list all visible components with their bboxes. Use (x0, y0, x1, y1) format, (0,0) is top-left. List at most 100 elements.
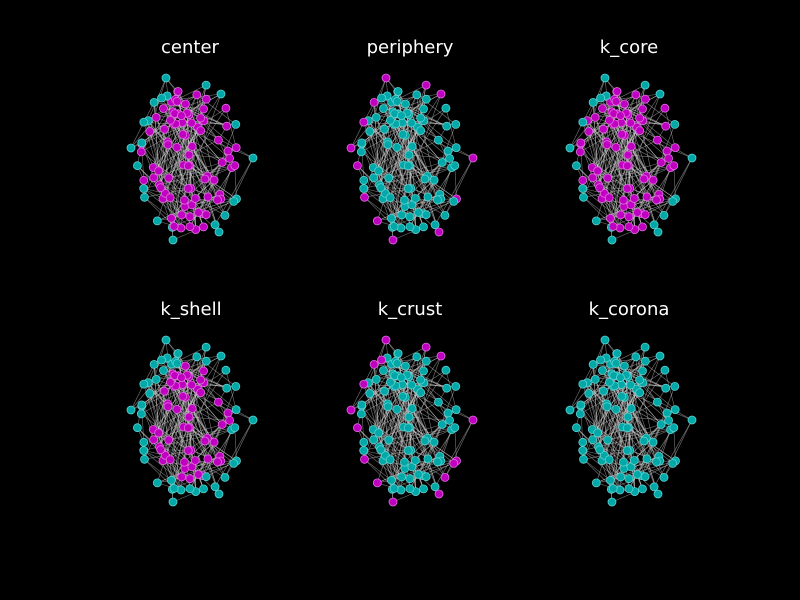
graph-node (201, 472, 211, 482)
graph-node (396, 373, 406, 383)
graph-node (374, 166, 384, 176)
graph-edge (187, 165, 207, 215)
graph-node-in-set (185, 212, 195, 222)
graph-edge (406, 93, 442, 114)
graph-edge (162, 198, 182, 229)
graph-node (588, 98, 598, 107)
graph-edge (390, 120, 426, 180)
graph-edge (621, 396, 623, 428)
panel-title-k-shell: k_shell (160, 299, 221, 320)
graph-edge (182, 384, 220, 495)
graph-node (151, 374, 161, 384)
graph-node (365, 127, 375, 136)
graph-node-in-set (626, 142, 636, 151)
graph-node-in-set (664, 153, 673, 163)
graph-edge (612, 386, 693, 421)
graph-edge (160, 187, 189, 189)
graph-edge (160, 355, 222, 450)
graph-node (407, 380, 417, 390)
graph-edge (191, 346, 207, 386)
graph-edge (422, 162, 443, 214)
graph-node-in-set (178, 129, 188, 139)
graph-node (622, 423, 632, 433)
graph-node-in-set (190, 194, 200, 203)
graph-edge (382, 198, 402, 229)
graph-edge (641, 424, 662, 476)
graph-node-in-set (222, 121, 232, 131)
graph-node (419, 366, 428, 376)
graph-node-in-set (640, 94, 650, 104)
graph-edge (407, 370, 447, 428)
graph-edge (407, 427, 427, 477)
graph-node-in-set (149, 435, 159, 445)
graph-node (443, 146, 453, 156)
graph-node (403, 423, 413, 433)
graph-edge (625, 93, 661, 114)
graph-node-in-set (166, 213, 176, 223)
graph-node-in-set (359, 379, 369, 389)
graph-node-in-set (388, 235, 398, 245)
graph-edge (580, 413, 628, 451)
graph-node (400, 361, 410, 371)
graph-node (126, 143, 136, 153)
graph-node (379, 386, 389, 396)
graph-node (565, 143, 575, 153)
graph-edge (380, 449, 409, 451)
graph-node-in-set (209, 437, 219, 447)
graph-node (371, 113, 381, 122)
graph-node-in-set (624, 222, 634, 232)
graph-node-in-set (648, 175, 658, 185)
graph-node (664, 415, 673, 425)
graph-node (152, 216, 162, 226)
graph-node (433, 195, 442, 205)
graph-node (421, 472, 431, 482)
graph-edge (130, 383, 145, 411)
graph-edge (195, 460, 226, 478)
graph-node (420, 174, 430, 184)
graph-edge (636, 388, 693, 421)
graph-edge (188, 416, 220, 495)
graph-node (384, 435, 394, 445)
graph-edge (642, 120, 676, 148)
graph-edge (159, 135, 186, 185)
graph-node-in-set (635, 126, 645, 136)
graph-edge (191, 84, 207, 124)
graph-node-in-set (196, 375, 206, 385)
graph-node-in-set (635, 113, 644, 123)
graph-node (590, 374, 600, 384)
graph-edge (612, 124, 693, 159)
graph-node (139, 437, 149, 447)
graph-node (214, 489, 224, 499)
graph-node (661, 383, 671, 393)
graph-edge (630, 346, 646, 386)
network-graph-k-crust (346, 335, 478, 507)
graph-edge (627, 401, 658, 418)
graph-edge (234, 165, 237, 199)
graph-edge (363, 450, 411, 489)
graph-node (168, 235, 178, 245)
graph-node (359, 446, 369, 455)
graph-node (397, 210, 407, 220)
graph-node-in-set (217, 158, 227, 167)
graph-node (389, 221, 399, 231)
graph-node-in-set (173, 87, 183, 96)
graph-node (578, 379, 588, 389)
graph-node (149, 98, 159, 107)
graph-edge (612, 426, 623, 489)
graph-node (248, 415, 258, 425)
graph-edge (396, 356, 418, 410)
graph-node-in-set (221, 103, 231, 113)
graph-node (443, 408, 453, 418)
graph-node-in-set (369, 359, 379, 369)
graph-edge (173, 124, 254, 159)
graph-edge (612, 164, 623, 227)
graph-edge (445, 370, 457, 410)
graph-node (201, 356, 211, 366)
graph-edge (159, 397, 186, 447)
graph-node (220, 472, 230, 482)
graph-node (214, 227, 224, 237)
graph-node-in-set (611, 97, 621, 106)
graph-edge (172, 93, 222, 228)
graph-node-in-set (231, 143, 241, 153)
